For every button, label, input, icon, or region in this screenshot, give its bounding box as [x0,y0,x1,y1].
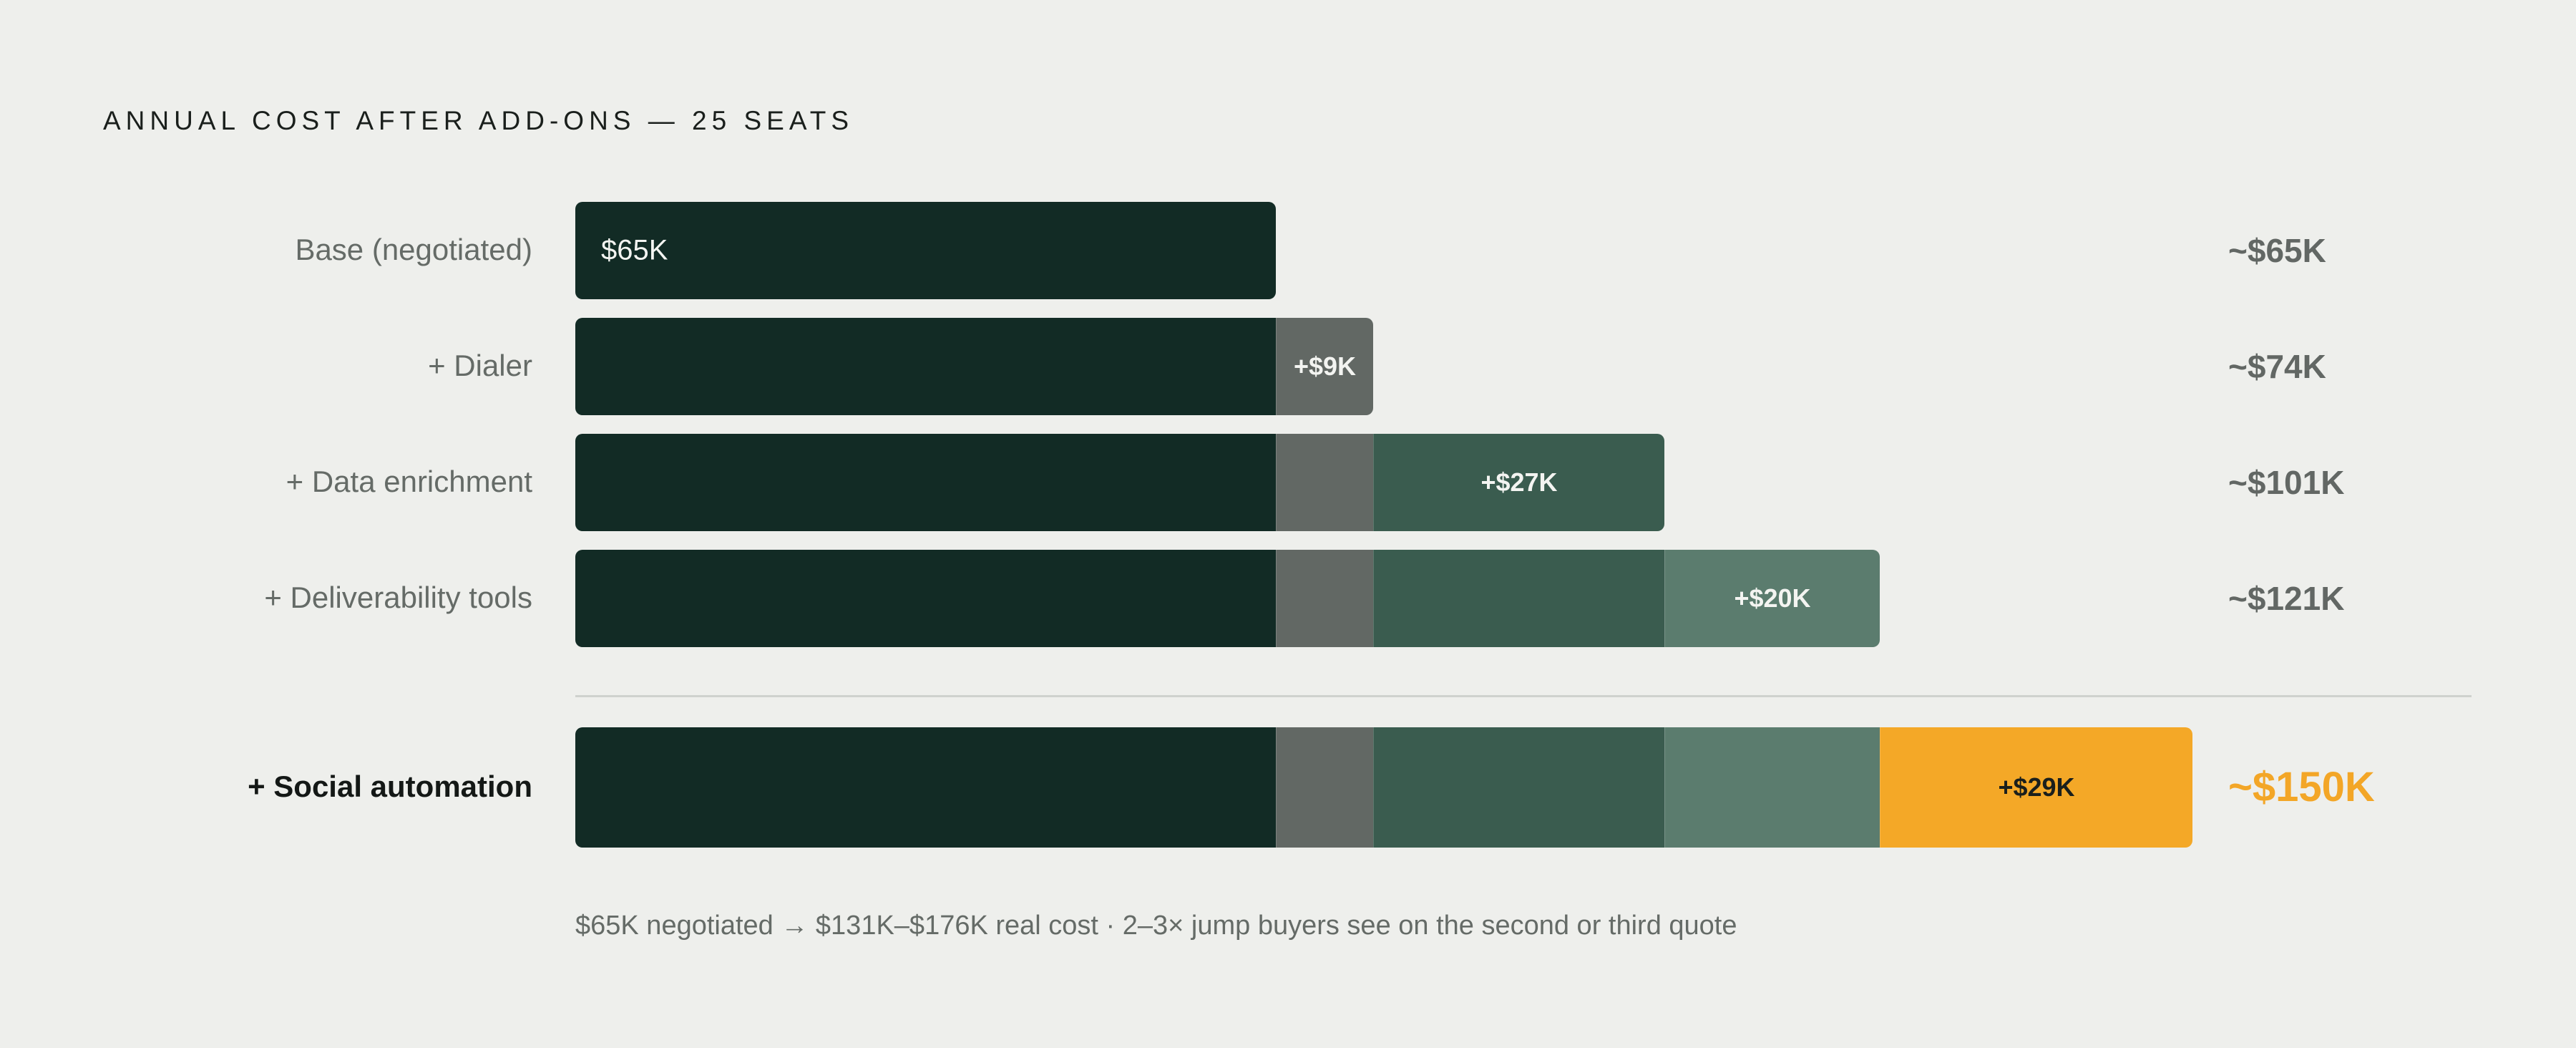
segment-data-label: $65K [601,234,668,266]
bar-segment-base [575,727,1276,848]
bar-segment-base [575,318,1276,415]
bar-segment-deliverability [1664,727,1880,848]
bar-segment-base [575,434,1276,531]
chart-title: ANNUAL COST AFTER ADD-ONS — 25 SEATS [103,106,854,135]
segment-data-label: +$9K [1293,351,1357,381]
segment-data-label: +$27K [1480,467,1558,497]
bar-segment-data [1373,727,1664,848]
bar-segment-social: +$29K [1880,727,2192,848]
row-label: + Deliverability tools [264,581,532,614]
bar-segment-dialer: +$9K [1276,318,1373,415]
bar-segment-deliverability: +$20K [1664,550,1880,647]
segment-data-label: +$29K [1998,772,2075,802]
row-label: + Dialer [428,349,532,382]
row-total: ~$101K [2228,464,2345,501]
row-total: ~$74K [2228,348,2326,385]
row-label: + Data enrichment [286,465,532,498]
row-total: ~$150K [2228,764,2375,810]
row-label: + Social automation [248,770,532,803]
highlight-divider [575,695,2472,697]
bar-segment-dialer [1276,727,1373,848]
row-total: ~$121K [2228,580,2345,617]
bar-segment-data: +$27K [1373,434,1664,531]
row-total: ~$65K [2228,232,2326,269]
segment-data-label: +$20K [1734,583,1811,613]
bar-segment-base: $65K [575,202,1276,299]
bar-segment-data [1373,550,1664,647]
chart-footnote: $65K negotiated → $131K–$176K real cost … [575,911,1737,941]
bar-segment-dialer [1276,550,1373,647]
bar-segment-dialer [1276,434,1373,531]
bar-segment-base [575,550,1276,647]
row-label: Base (negotiated) [295,233,532,266]
